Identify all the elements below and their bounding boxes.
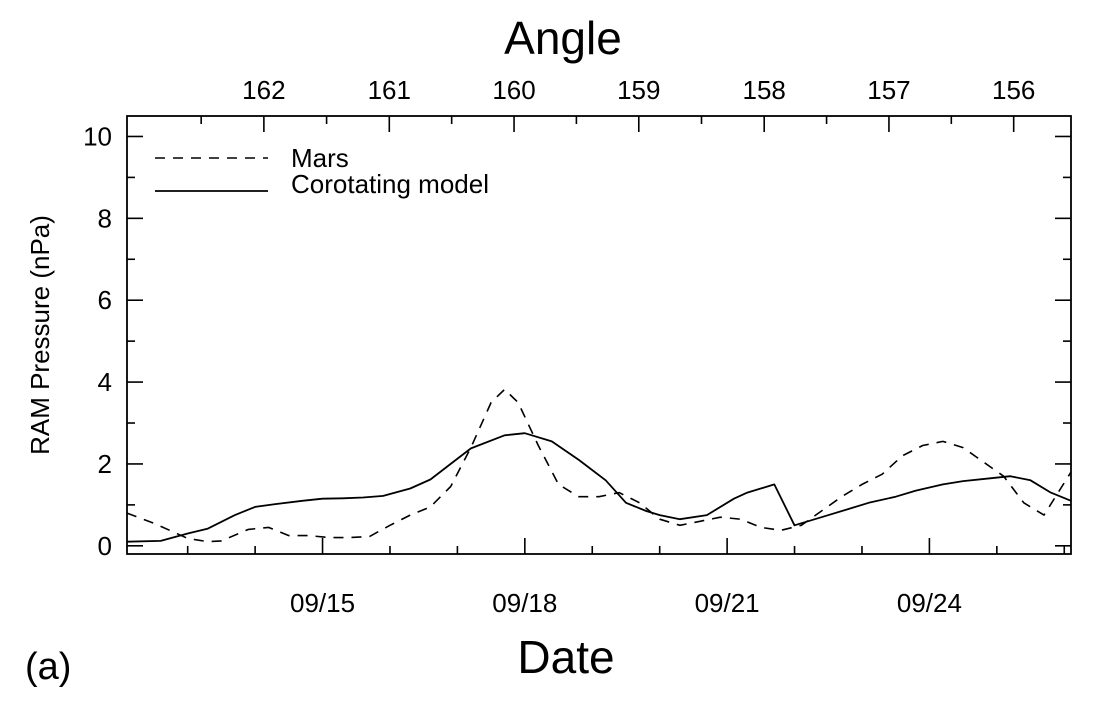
y-tick-label: 4 [98,367,112,397]
series-line-mars [126,388,1072,543]
x-axis-title: Date [517,631,614,683]
top-tick-label: 156 [992,75,1035,105]
legend: Mars Corotating model [155,143,489,199]
panel-label: (a) [25,646,71,688]
y-axis-title: RAM Pressure (nPa) [25,215,55,455]
legend-label-mars: Mars [291,143,349,173]
top-tick-label: 161 [368,75,411,105]
y-tick-label: 2 [98,449,112,479]
x-tick-label: 09/21 [695,588,760,618]
legend-label-corotating-model: Corotating model [291,169,489,199]
y-tick-label: 10 [83,121,112,151]
series-line-corotating-model [126,432,1072,543]
top-tick-label: 158 [743,75,786,105]
y-tick-label: 6 [98,285,112,315]
x-tick-label: 09/24 [897,588,962,618]
y-tick-label: 8 [98,203,112,233]
x-tick-label: 09/18 [492,588,557,618]
top-tick-label: 160 [492,75,535,105]
top-axis-title: Angle [504,12,622,64]
x-tick-label: 09/15 [290,588,355,618]
axis-tick-labels: 0 2 4 6 8 10 09/15 09/18 09/21 09/24 162 161 160 159 1… [83,75,1035,618]
plot-frame [126,115,1072,555]
top-tick-label: 162 [242,75,285,105]
series-lines [126,388,1072,543]
top-tick-label: 159 [617,75,660,105]
axis-ticks [127,116,1071,554]
y-tick-label: 0 [98,531,112,561]
top-tick-label: 157 [867,75,910,105]
